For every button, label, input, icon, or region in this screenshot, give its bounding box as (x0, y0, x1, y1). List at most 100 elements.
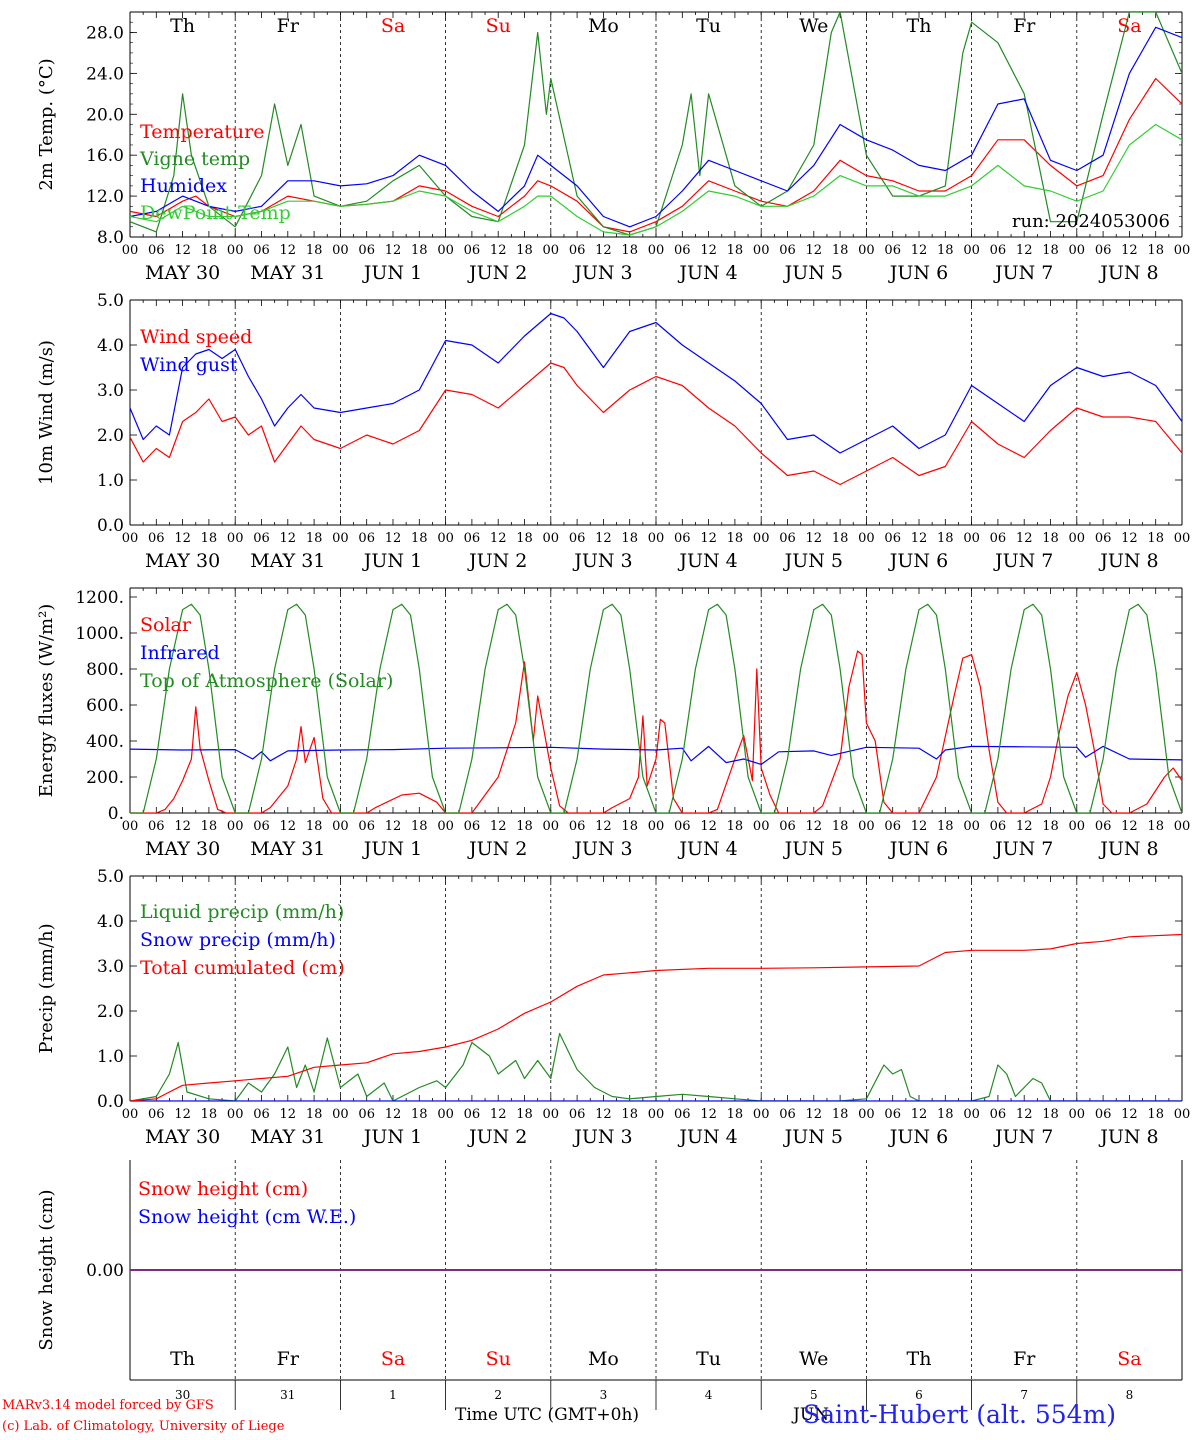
y-tick-label: 1200. (75, 588, 124, 608)
weekday-label: We (799, 15, 828, 37)
x-tick-label: 00 (858, 819, 875, 834)
x-tick-label: 00 (227, 243, 244, 258)
x-tick-label: 00 (963, 531, 980, 546)
legend-entry: Wind gust (140, 354, 238, 376)
x-tick-label: 06 (464, 819, 481, 834)
x-tick-label: 06 (464, 243, 481, 258)
series-line-infrared (130, 745, 1182, 765)
x-tick-label: 06 (148, 531, 165, 546)
weekday-label: Th (170, 1348, 195, 1370)
x-tick-label: 06 (779, 243, 796, 258)
x-tick-label: 18 (201, 531, 218, 546)
weekday-label: Mo (588, 15, 619, 37)
x-tick-label: 00 (332, 819, 349, 834)
x-tick-label: 00 (963, 819, 980, 834)
date-label: JUN 1 (362, 550, 422, 572)
x-tick-label: 12 (1121, 243, 1138, 258)
x-tick-label: 00 (332, 1107, 349, 1122)
y-axis-title: Snow height (cm) (36, 1189, 57, 1350)
x-tick-label: 00 (648, 243, 665, 258)
weekday-label: Su (486, 1348, 511, 1370)
day-number-label: 6 (915, 1388, 923, 1402)
weekday-label: Fr (277, 15, 300, 37)
date-label: MAY 31 (250, 550, 325, 572)
x-tick-label: 18 (516, 531, 533, 546)
x-tick-label: 18 (201, 243, 218, 258)
x-tick-label: 18 (832, 531, 849, 546)
date-label: JUN 8 (1098, 838, 1158, 860)
x-tick-label: 06 (674, 819, 691, 834)
date-label: JUN 8 (1098, 1126, 1158, 1148)
y-tick-label: 800. (86, 660, 124, 680)
x-tick-label: 18 (621, 243, 638, 258)
series-line-total-cumulated-cm (130, 933, 1182, 1101)
x-tick-label: 12 (490, 531, 507, 546)
copyright-credit: (c) Lab. of Climatology, University of L… (2, 1419, 285, 1434)
date-label: JUN 8 (1098, 550, 1158, 572)
x-tick-label: 12 (1016, 531, 1033, 546)
weekday-label: Sa (381, 1348, 405, 1370)
date-label: JUN 3 (572, 550, 632, 572)
panel-energy: 00 06 12 18 00 06 12 18 00 06 12 18 00 06 12 18 00 06 12 18… (36, 587, 1190, 860)
x-tick-label: 00 (1069, 819, 1086, 834)
day-number-label: 2 (494, 1388, 502, 1402)
x-tick-label: 00 (1174, 531, 1191, 546)
x-tick-label: 00 (648, 1107, 665, 1122)
run-label: run: 2024053006 (1012, 211, 1170, 232)
date-label: MAY 31 (250, 838, 325, 860)
series-line-top-of-atmosphere-solar (130, 603, 1182, 813)
weekday-label: Su (486, 15, 511, 37)
y-tick-label: 28.0 (86, 23, 124, 43)
x-tick-label: 06 (148, 243, 165, 258)
weekday-label: Tu (696, 15, 721, 37)
date-label: MAY 30 (145, 550, 220, 572)
x-tick-label: 06 (884, 243, 901, 258)
x-tick-label: 12 (700, 531, 717, 546)
date-label: JUN 4 (677, 262, 737, 284)
x-tick-label: 06 (779, 531, 796, 546)
series-line-humidex (130, 26, 1182, 228)
date-label: JUN 1 (362, 838, 422, 860)
y-tick-label: 1.0 (97, 1047, 124, 1067)
x-tick-label: 00 (1174, 243, 1191, 258)
x-tick-label: 00 (332, 243, 349, 258)
date-label: JUN 4 (677, 550, 737, 572)
x-tick-label: 06 (148, 1107, 165, 1122)
x-tick-label: 00 (753, 531, 770, 546)
weekday-label: Th (170, 15, 195, 37)
date-label: JUN 2 (467, 550, 527, 572)
y-tick-label: 5.0 (97, 867, 124, 887)
day-number-label: 7 (1020, 1388, 1028, 1402)
x-tick-label: 12 (1016, 1107, 1033, 1122)
series-group (130, 933, 1182, 1101)
x-tick-label: 06 (990, 819, 1007, 834)
y-tick-label: 1.0 (97, 471, 124, 491)
x-tick-label: 00 (1069, 1107, 1086, 1122)
legend-entry: Snow height (cm W.E.) (138, 1206, 356, 1228)
x-tick-label: 12 (280, 531, 297, 546)
x-tick-label: 00 (1069, 243, 1086, 258)
date-label: JUN 2 (467, 838, 527, 860)
x-tick-label: 06 (990, 531, 1007, 546)
series-line-wind-speed (130, 362, 1182, 486)
day-number-label: 1 (389, 1388, 397, 1402)
y-tick-label: 4.0 (97, 336, 124, 356)
x-tick-label: 00 (753, 1107, 770, 1122)
x-tick-label: 12 (911, 1107, 928, 1122)
series-line-vigne-temp (130, 12, 1182, 236)
x-tick-label: 12 (1121, 1107, 1138, 1122)
x-tick-label: 18 (306, 819, 323, 834)
x-tick-label: 12 (174, 1107, 191, 1122)
x-tick-label: 06 (884, 819, 901, 834)
x-tick-label: 12 (174, 819, 191, 834)
x-tick-label: 00 (437, 531, 454, 546)
y-tick-label: 3.0 (97, 381, 124, 401)
x-tick-label: 18 (411, 1107, 428, 1122)
panel-temperature: 00 06 12 18 00 06 12 18 00 06 12 18 00 06 12 18 00 06 12 18… (36, 11, 1191, 284)
x-tick-label: 12 (911, 243, 928, 258)
x-tick-label: 18 (411, 819, 428, 834)
x-tick-label: 00 (543, 243, 560, 258)
x-tick-label: 12 (1121, 819, 1138, 834)
x-tick-label: 06 (1095, 819, 1112, 834)
